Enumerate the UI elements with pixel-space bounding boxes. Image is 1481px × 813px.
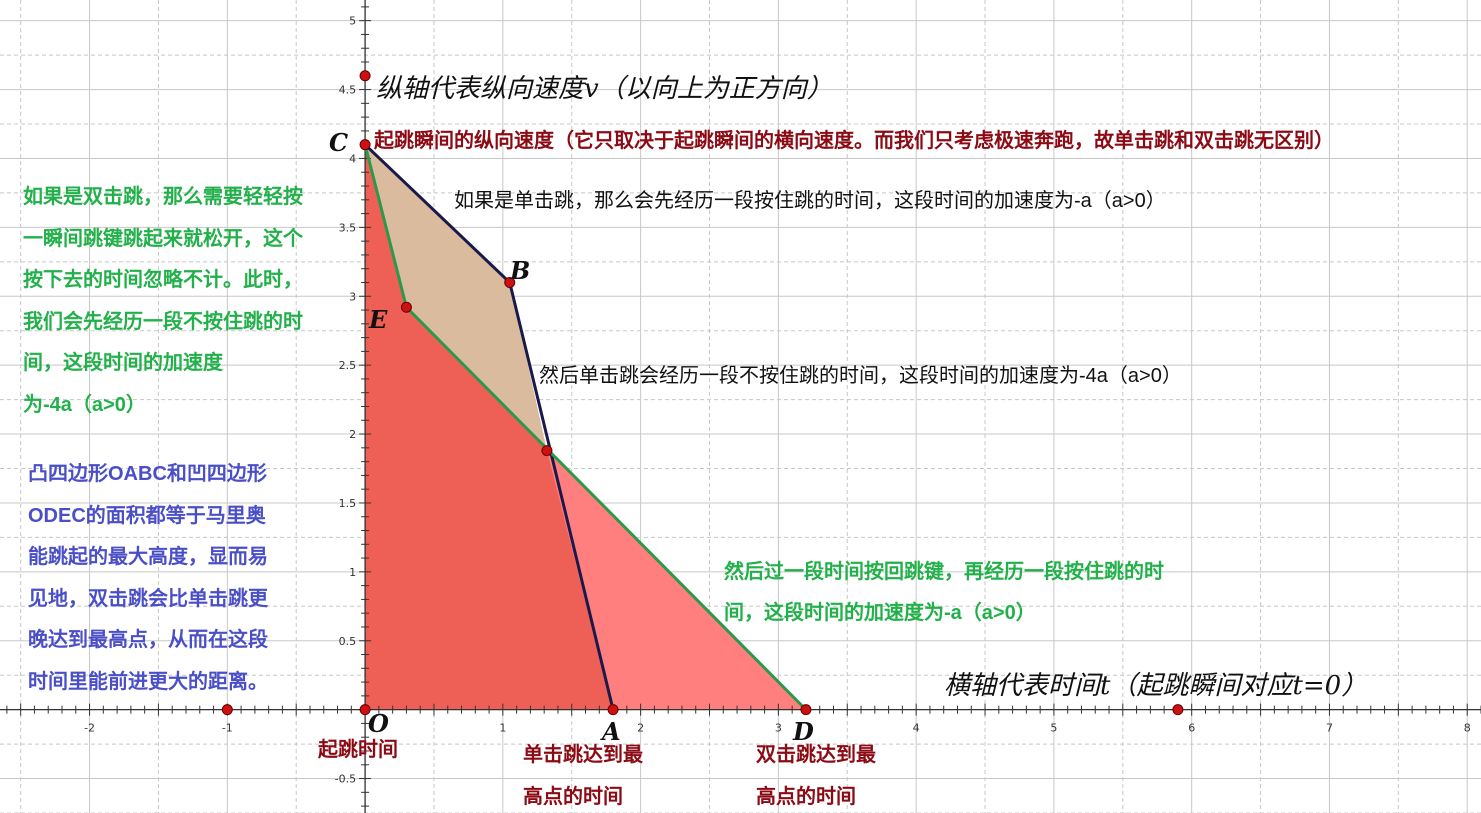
- y-tick-label: 3.5: [339, 221, 357, 234]
- region-abce: [365, 144, 547, 451]
- point-e: [400, 301, 412, 313]
- y-tick-label: 2.5: [339, 359, 357, 372]
- point-label-b: B: [509, 256, 530, 285]
- double-jump-line: 间，这段时间的加速度: [23, 352, 223, 374]
- graph-points: [221, 70, 1184, 716]
- conclusion-line: 见地，双击跳会比单击跳更: [28, 587, 268, 610]
- double-jump-line: 如果是双击跳，那么需要轻轻按: [23, 186, 303, 208]
- double-jump-line: 为-4a（a>0）: [23, 393, 146, 416]
- point-c: [359, 139, 371, 151]
- double-jump-line: 一瞬间跳键跳起来就松开，这个: [23, 227, 303, 250]
- single-jump-hold-note: 如果是单击跳，那么会先经历一段按住跳的时间，这段时间的加速度为-a（a>0）: [454, 190, 1166, 212]
- y-tick-label: 2: [349, 428, 356, 441]
- y-axis-title: 纵轴代表纵向速度v（以向上为正方向）: [376, 74, 833, 104]
- x-tick-label: 5: [1050, 722, 1057, 735]
- shaded-regions: [365, 144, 806, 710]
- point-a: [607, 704, 619, 716]
- point-label-e: E: [368, 305, 388, 334]
- y-tick-label: 4.5: [339, 84, 357, 97]
- double-jump-rehold-note-1: 然后过一段时间按回跳键，再经历一段按住跳的时: [724, 561, 1164, 583]
- area-conclusion: 凸四边形OABC和凹四边形 ODEC的面积都等于马里奥 能跳起的最大高度，显而易…: [28, 454, 268, 703]
- point-d: [800, 704, 812, 716]
- double-peak-label-2: 高点的时间: [756, 786, 856, 808]
- single-peak-label-1: 单击跳达到最: [523, 744, 643, 766]
- point-label-c: C: [329, 128, 348, 157]
- double-jump-explanation: 如果是双击跳，那么需要轻轻按 一瞬间跳键跳起来就松开，这个 按下去的时间忽略不计…: [23, 177, 303, 426]
- x-tick-label: -1: [222, 722, 233, 735]
- region-overlap: [365, 144, 614, 710]
- single-jump-release-note: 然后单击跳会经历一段不按住跳的时间，这段时间的加速度为-4a（a>0）: [539, 365, 1182, 387]
- point-marker: [1172, 704, 1184, 716]
- x-tick-label: 4: [913, 722, 920, 735]
- point-label-o: O: [368, 709, 389, 738]
- point-marker: [359, 70, 371, 82]
- y-tick-label: 1.5: [339, 497, 357, 510]
- y-tick-label: 4: [349, 152, 356, 165]
- x-tick-label: 2: [637, 722, 644, 735]
- double-peak-label-1: 双击跳达到最: [756, 744, 876, 766]
- double-jump-line: 我们会先经历一段不按住跳的时: [23, 310, 303, 333]
- y-tick-label: 5: [349, 15, 356, 28]
- single-peak-label-2: 高点的时间: [523, 786, 623, 808]
- y-tick-label: 3: [349, 290, 356, 303]
- conclusion-line: 凸四边形OABC和凹四边形: [28, 463, 267, 485]
- initial-velocity-note: 起跳瞬间的纵向速度（它只取决于起跳瞬间的横向速度。而我们只考虑极速奔跑，故单击跳…: [374, 130, 1334, 152]
- y-tick-label: 0.5: [339, 635, 357, 648]
- x-tick-label: 7: [1326, 722, 1333, 735]
- conclusion-line: 时间里能前进更大的距离。: [28, 670, 268, 693]
- double-jump-line: 按下去的时间忽略不计。此时，: [23, 269, 303, 291]
- conclusion-line: 晚达到最高点，从而在这段: [28, 629, 268, 651]
- x-axis-title: 横轴代表时间t（起跳瞬间对应t=0）: [944, 671, 1367, 701]
- x-tick-label: 6: [1188, 722, 1195, 735]
- point-b: [504, 276, 516, 288]
- tick-labels: -2 -1 1 2 3 4 5 6 7 8 5 4.5 4 3.5 3 2.5 2 1.5 1 0.5 -0.5: [84, 15, 1471, 786]
- double-jump-rehold-note-2: 间，这段时间的加速度为-a（a>0）: [724, 602, 1036, 624]
- point-label-a: A: [600, 717, 621, 746]
- point-marker: [541, 445, 553, 457]
- x-tick-label: 1: [499, 722, 506, 735]
- y-tick-label: -0.5: [335, 773, 356, 786]
- point-marker: [221, 704, 233, 716]
- y-tick-label: 1: [349, 566, 356, 579]
- conclusion-line: ODEC的面积都等于马里奥: [28, 504, 266, 527]
- conclusion-line: 能跳起的最大高度，显而易: [28, 546, 268, 568]
- jump-start-label: 起跳时间: [318, 739, 398, 761]
- x-tick-label: -2: [84, 722, 95, 735]
- point-o: [359, 704, 371, 716]
- x-tick-label: 8: [1464, 722, 1471, 735]
- point-label-d: D: [792, 717, 814, 746]
- x-tick-label: 3: [775, 722, 782, 735]
